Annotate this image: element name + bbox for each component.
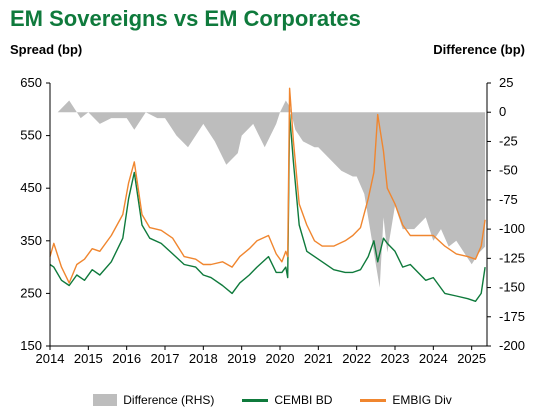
legend-item-difference: Difference (RHS) [93,393,214,407]
left-tick-label: 450 [20,180,42,195]
left-tick-label: 550 [20,128,42,143]
right-tick-label: -50 [499,163,518,178]
legend-swatch-embig [360,398,387,402]
right-tick-label: 0 [499,104,506,119]
right-tick-label: 25 [499,75,513,90]
chart-title: EM Sovereigns vs EM Corporates [10,6,361,31]
x-tick-label: 2025 [457,351,486,366]
right-tick-label: -100 [499,221,525,236]
line-series [49,87,486,302]
left-tick-label: 250 [20,285,42,300]
x-tick-label: 2018 [189,351,218,366]
left-tick-label: 350 [20,233,42,248]
x-tick-label: 2015 [74,351,103,366]
right-axis-title: Difference (bp) [433,42,525,57]
legend-label-cembi: CEMBI BD [274,393,333,407]
difference-area [50,100,486,288]
right-tick-label: -125 [499,250,525,265]
right-tick-label: -200 [499,338,525,353]
x-tick-label: 2023 [381,351,410,366]
left-axis-title: Spread (bp) [10,42,83,57]
right-tick-label: -75 [499,192,518,207]
x-tick-label: 2017 [151,351,180,366]
legend-item-cembi: CEMBI BD [242,393,332,407]
embig-div-line [49,87,486,284]
legend-label-embig: EMBIG Div [392,393,452,407]
legend: Difference (RHS) CEMBI BD EMBIG Div [0,393,545,407]
right-tick-label: -150 [499,280,525,295]
legend-item-embig: EMBIG Div [360,393,452,407]
x-tick-label: 2020 [266,351,295,366]
right-tick-label: -175 [499,309,525,324]
x-tick-label: 2021 [304,351,333,366]
cembi-bd-line [49,113,486,302]
x-tick-label: 2014 [36,351,65,366]
legend-swatch-difference [93,394,118,406]
legend-swatch-cembi [242,398,269,402]
x-tick-label: 2019 [227,351,256,366]
difference-area-series [50,100,486,288]
x-tick-label: 2022 [342,351,371,366]
x-tick-label: 2024 [419,351,448,366]
right-tick-label: -25 [499,133,518,148]
legend-label-difference: Difference (RHS) [123,393,215,407]
left-tick-label: 150 [20,338,42,353]
left-tick-label: 650 [20,75,42,90]
x-tick-label: 2016 [112,351,141,366]
